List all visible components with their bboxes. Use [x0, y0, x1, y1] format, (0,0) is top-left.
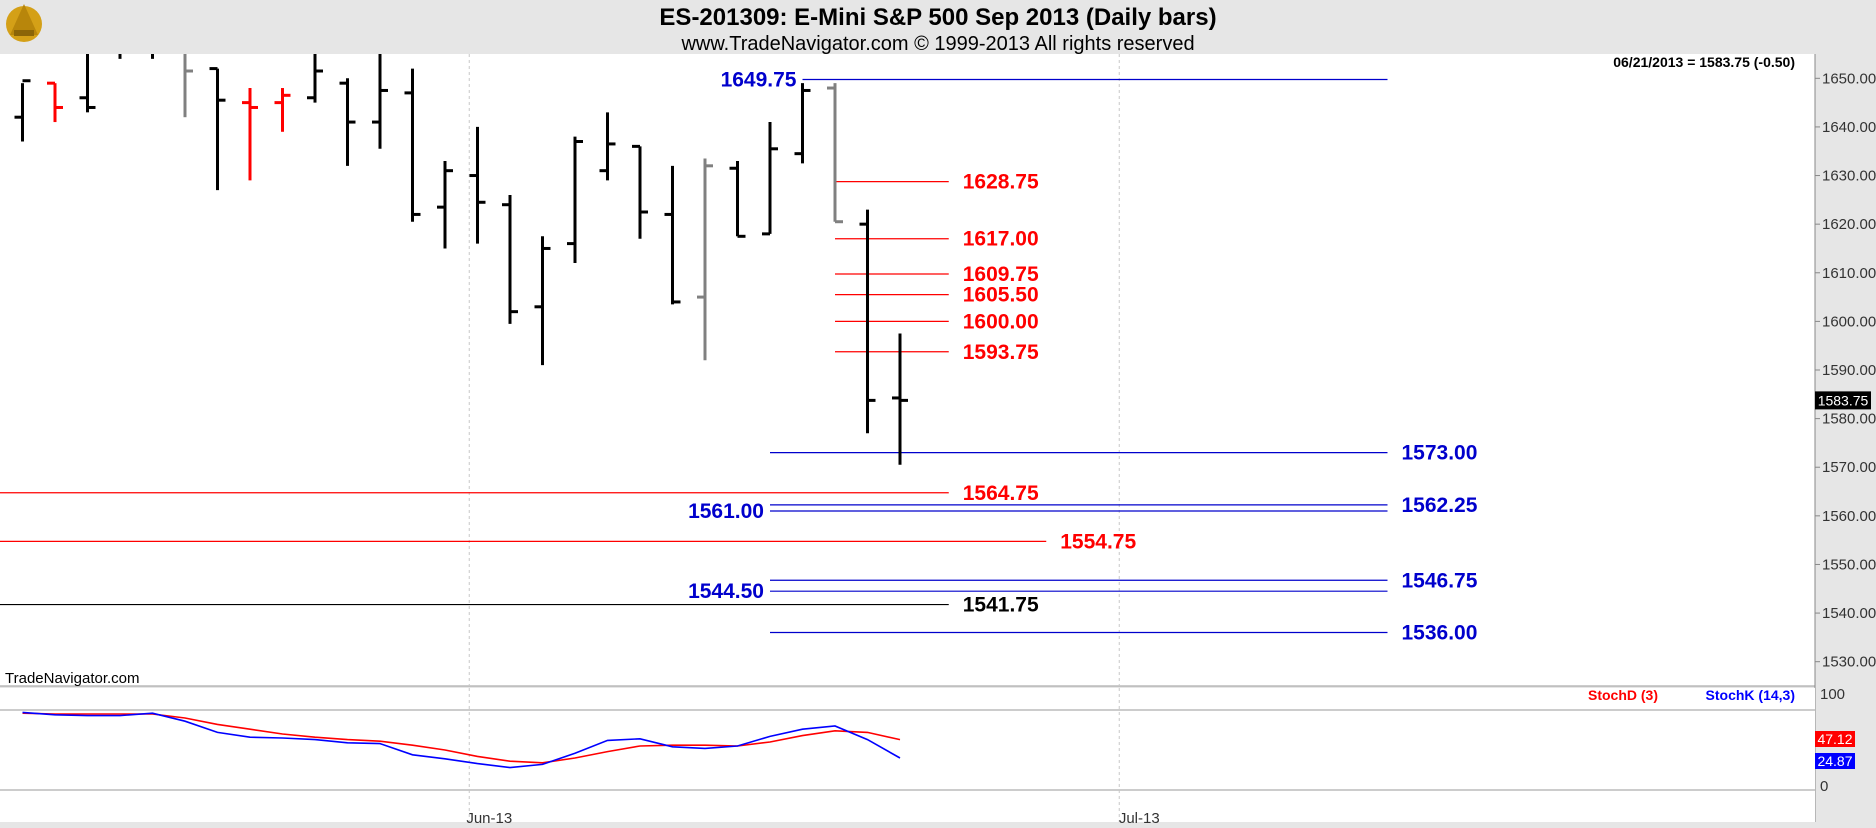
ohlc-bar	[14, 79, 31, 142]
ohlc-bar	[274, 88, 291, 132]
level-label-1536.00: 1536.00	[1402, 622, 1478, 645]
level-label-1628.75: 1628.75	[963, 171, 1039, 194]
ohlc-bar	[632, 144, 648, 239]
legend-stochd: StochD (3)	[1588, 687, 1658, 703]
price-tick-label: 1540.00	[1822, 605, 1876, 622]
level-label-1649.75: 1649.75	[721, 69, 797, 92]
level-label-1600.00: 1600.00	[963, 310, 1039, 333]
price-tick-label: 1580.00	[1822, 411, 1876, 428]
ohlc-bar	[242, 88, 258, 181]
level-label-1546.75: 1546.75	[1402, 569, 1478, 592]
ohlc-bar	[47, 81, 63, 123]
stochd-value-tag: 47.12	[1815, 731, 1855, 747]
price-tick-label: 1560.00	[1822, 508, 1876, 525]
ohlc-bar	[599, 112, 616, 181]
price-tick-label: 1640.00	[1822, 119, 1876, 136]
ohlc-bar	[307, 54, 323, 103]
stoch-tick-100: 100	[1820, 686, 1845, 703]
ohlc-bar	[339, 78, 356, 166]
ohlc-bar	[209, 67, 226, 191]
last-quote-readout: 06/21/2013 = 1583.75 (-0.50)	[1613, 54, 1795, 70]
ohlc-bar	[827, 83, 843, 224]
stochk-line	[22, 711, 901, 769]
ohlc-bar	[469, 126, 486, 244]
price-tick-label: 1590.00	[1822, 362, 1876, 379]
ohlc-bars	[14, 54, 908, 465]
stoch-tick-0: 0	[1820, 778, 1828, 795]
logo-icon	[6, 4, 42, 42]
ohlc-bar	[697, 158, 713, 361]
last-price-tag: 1583.75	[1815, 391, 1871, 410]
price-tick-label: 1610.00	[1822, 265, 1876, 282]
level-label-1541.75: 1541.75	[963, 594, 1039, 617]
price-tick-label: 1650.00	[1822, 70, 1876, 87]
price-tick-label: 1620.00	[1822, 216, 1876, 233]
watermark-text: TradeNavigator.com	[5, 670, 140, 687]
ohlc-bar	[762, 122, 778, 236]
level-label-1617.00: 1617.00	[963, 228, 1039, 251]
level-label-1593.75: 1593.75	[963, 341, 1039, 364]
x-axis: Jun-13 Jul-13	[466, 810, 1159, 827]
level-label-1544.50: 1544.50	[688, 580, 764, 603]
ohlc-bar	[502, 194, 518, 324]
chart-subtitle: www.TradeNavigator.com © 1999-2013 All r…	[680, 33, 1194, 55]
ohlc-bar	[534, 236, 551, 366]
header: ES-201309: E-Mini S&P 500 Sep 2013 (Dail…	[6, 4, 1217, 55]
price-tick-label: 1630.00	[1822, 168, 1876, 185]
ohlc-bar	[372, 54, 388, 149]
price-panel: 1530.00 1540.00 1550.00 1560.00 1570.00 1580.…	[0, 54, 1876, 822]
stoch-series	[22, 711, 901, 769]
stoch-plot-area	[0, 688, 1815, 822]
stochk-value-tag: 24.87	[1815, 753, 1855, 769]
level-label-1609.75: 1609.75	[963, 263, 1039, 286]
x-tick-label: Jul-13	[1119, 810, 1160, 827]
ohlc-bar	[183, 54, 193, 118]
ohlc-bar	[794, 83, 811, 164]
level-label-1573.00: 1573.00	[1402, 442, 1478, 465]
ohlc-bar	[664, 165, 681, 305]
level-label-1554.75: 1554.75	[1060, 530, 1136, 553]
level-label-1562.25: 1562.25	[1402, 494, 1478, 517]
stochk-value: 24.87	[1817, 753, 1852, 769]
stochd-value: 47.12	[1817, 731, 1852, 747]
price-axis: 1530.00 1540.00 1550.00 1560.00 1570.00 1580.…	[1815, 70, 1876, 671]
ohlc-bar	[892, 333, 908, 465]
level-label-1605.50: 1605.50	[963, 284, 1039, 307]
stochd-line	[22, 712, 901, 764]
ohlc-bar	[859, 209, 876, 434]
ohlc-bar	[437, 160, 453, 249]
ohlc-bar	[404, 68, 421, 222]
price-tick-label: 1600.00	[1822, 313, 1876, 330]
level-label-1564.75: 1564.75	[963, 482, 1039, 505]
ohlc-bar	[729, 160, 746, 238]
stochastic-panel: StochD (3) StochK (14,3) 100 0 47.12 24.…	[0, 686, 1855, 822]
ohlc-bar	[79, 54, 96, 113]
chart-title: ES-201309: E-Mini S&P 500 Sep 2013 (Dail…	[659, 4, 1216, 31]
price-tick-label: 1550.00	[1822, 556, 1876, 573]
price-tick-label: 1530.00	[1822, 654, 1876, 671]
ohlc-bar	[567, 136, 583, 264]
legend-stochk: StochK (14,3)	[1706, 687, 1795, 703]
x-tick-label: Jun-13	[466, 810, 512, 827]
price-tick-label: 1570.00	[1822, 459, 1876, 476]
last-price-label: 1583.75	[1818, 392, 1869, 408]
level-label-1561.00: 1561.00	[688, 500, 764, 523]
